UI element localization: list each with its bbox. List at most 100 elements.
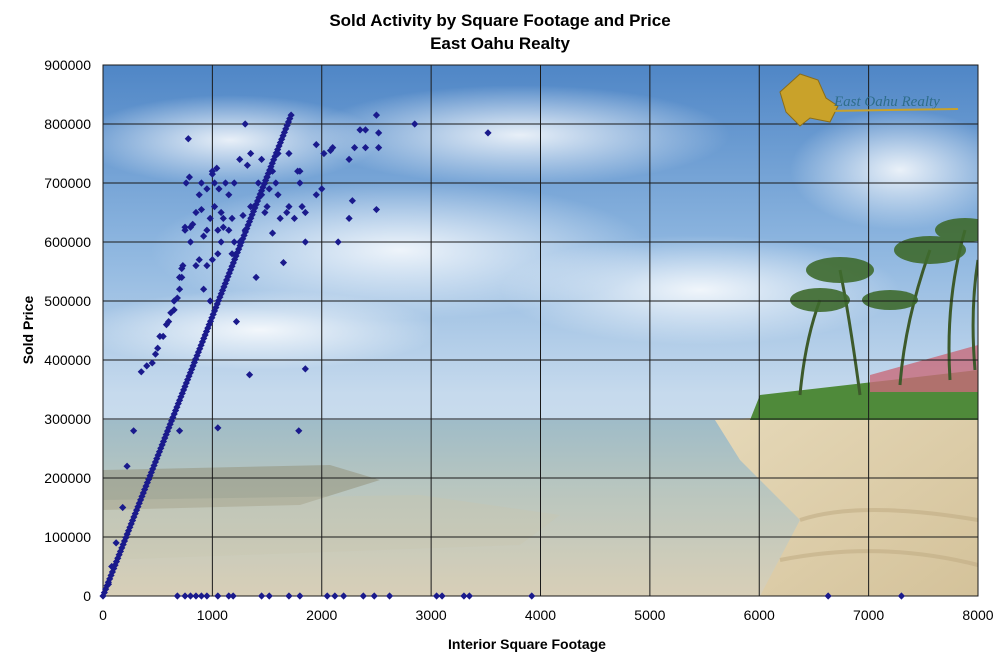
x-tick-label: 8000 [962, 607, 993, 623]
trend-data-point [210, 307, 219, 315]
data-point [243, 161, 251, 169]
data-point [268, 167, 277, 175]
x-axis-label: Interior Square Footage [448, 636, 606, 652]
data-point [214, 226, 222, 234]
data-point [331, 592, 339, 600]
trend-data-point [171, 406, 180, 415]
trend-data-point [130, 513, 138, 521]
trend-data-point [161, 434, 169, 442]
data-point [210, 179, 219, 187]
y-tick-label: 600000 [44, 234, 91, 250]
data-point [137, 368, 145, 376]
data-point [261, 208, 269, 217]
trend-data-point [151, 458, 160, 466]
data-point [236, 238, 244, 246]
data-point [195, 191, 203, 199]
trend-data-point [100, 588, 108, 597]
y-tick-label: 100000 [44, 529, 91, 545]
y-tick-label: 400000 [44, 352, 91, 368]
data-point [298, 203, 306, 211]
data-point [250, 203, 258, 211]
data-point [229, 592, 237, 600]
oahu-island-icon [779, 73, 839, 127]
data-point [192, 592, 200, 600]
data-point [283, 208, 291, 217]
data-point [241, 120, 249, 128]
y-tick-label: 200000 [44, 470, 91, 486]
data-point [232, 318, 241, 326]
data-point [241, 226, 249, 234]
trend-data-point [189, 362, 197, 370]
data-point [215, 185, 223, 193]
trend-data-point [143, 479, 151, 487]
data-point [460, 592, 468, 600]
data-point [173, 592, 181, 600]
data-point [301, 208, 309, 217]
chart-subtitle: East Oahu Realty [430, 34, 570, 53]
trend-data-point [216, 293, 224, 301]
data-point [230, 238, 238, 246]
data-point [329, 144, 337, 152]
x-tick-label: 1000 [197, 607, 228, 623]
data-point [372, 205, 381, 214]
trend-data-point [232, 252, 240, 260]
x-tick-label: 0 [99, 607, 107, 623]
data-point [411, 120, 419, 128]
data-point [257, 592, 266, 600]
data-point [361, 144, 370, 152]
trend-data-point [173, 403, 181, 411]
y-tick-label: 300000 [44, 411, 91, 427]
data-point [175, 427, 184, 435]
data-point [197, 205, 206, 214]
trend-data-point [174, 400, 182, 408]
trend-data-point [225, 269, 233, 277]
data-point [219, 214, 227, 222]
data-point [203, 226, 211, 234]
data-point [179, 262, 187, 270]
x-tick-label: 7000 [853, 607, 884, 623]
data-points [99, 111, 906, 600]
x-tick-label: 2000 [306, 607, 337, 623]
data-point [318, 185, 326, 193]
data-point [345, 214, 353, 222]
logo-underline [825, 108, 959, 112]
trend-data-point [181, 382, 189, 391]
data-point [195, 256, 203, 264]
data-point [312, 191, 320, 199]
trend-data-point [221, 279, 229, 288]
data-point [219, 223, 227, 231]
data-point [162, 321, 171, 329]
data-point [228, 214, 236, 222]
data-point [181, 592, 189, 600]
data-point [375, 144, 383, 152]
trend-data-point [102, 585, 110, 593]
data-point [350, 144, 359, 152]
data-point [348, 197, 356, 205]
data-point [189, 220, 197, 228]
data-point [296, 179, 304, 187]
data-point [257, 191, 266, 199]
data-point [252, 273, 260, 281]
data-point [230, 179, 238, 187]
data-point [897, 592, 906, 600]
data-point [263, 173, 271, 181]
data-point [210, 203, 219, 211]
data-point [206, 214, 214, 222]
trend-data-point [231, 255, 239, 264]
trend-data-point [114, 554, 122, 562]
data-point [221, 179, 230, 187]
trend-data-point [175, 396, 184, 404]
data-point [130, 427, 138, 435]
data-point [340, 592, 348, 600]
trend-data-point [99, 592, 107, 600]
y-tick-label: 0 [83, 588, 91, 604]
trend-data-point [194, 348, 203, 356]
trend-data-point [138, 492, 146, 500]
data-point [200, 285, 208, 293]
data-point [175, 285, 184, 293]
trend-data-point [132, 506, 141, 514]
data-point [385, 592, 394, 600]
data-point [186, 238, 195, 246]
trend-data-point [196, 345, 204, 353]
data-point [182, 179, 190, 187]
